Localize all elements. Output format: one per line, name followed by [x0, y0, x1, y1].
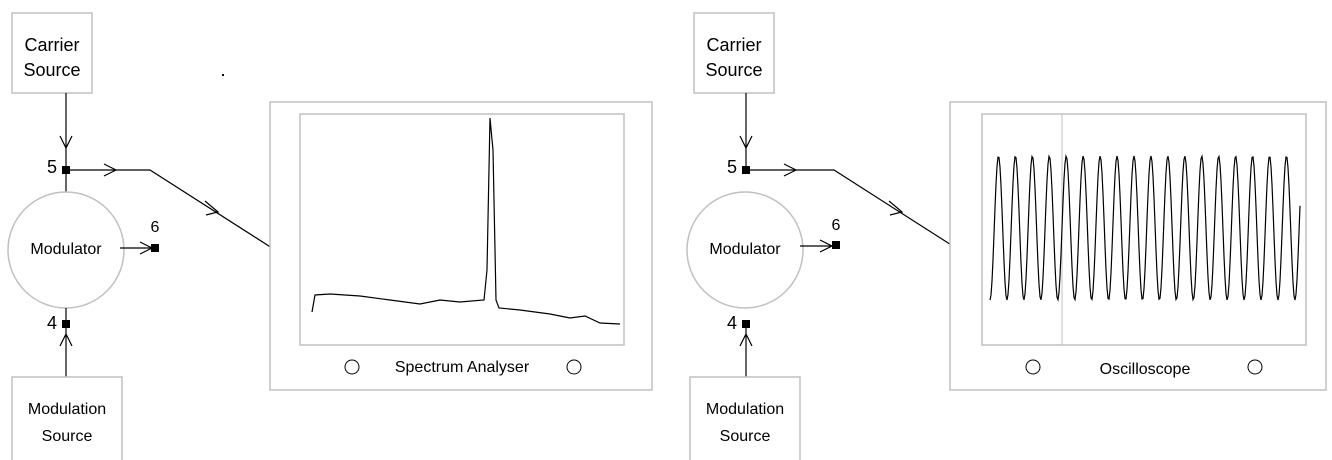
indicator [566, 359, 582, 375]
node [62, 320, 70, 328]
node-label: 4 [727, 313, 737, 333]
carrier-source-label: Source [705, 60, 762, 80]
modulator-label: Modulator [30, 241, 102, 258]
node-label: 5 [47, 157, 57, 177]
wire [746, 163, 957, 249]
panel: Carrier Source 5 Modulator 6 4 Modulatio… [7, 12, 653, 460]
wire [59, 308, 73, 377]
modulation-source-box [689, 376, 801, 460]
screen [299, 113, 625, 346]
modulator [686, 191, 804, 309]
wire [66, 163, 273, 249]
wire [120, 241, 154, 255]
modulator-label: Modulator [709, 241, 781, 258]
spectrum-trace [311, 117, 621, 325]
panel: Carrier Source 5 Modulator 6 4 Modulatio… [686, 12, 1327, 460]
dot [222, 74, 224, 76]
modulation-source-label: Modulation [28, 401, 106, 418]
wire [59, 93, 73, 170]
oscilloscope-trace [989, 153, 1301, 303]
modulation-source-box [11, 376, 123, 460]
node-label: 5 [727, 157, 737, 177]
indicator [1025, 359, 1041, 375]
node-label: 4 [47, 313, 57, 333]
carrier-source-label: Carrier [706, 35, 761, 55]
node-label: 6 [832, 217, 841, 234]
instrument-title: Oscilloscope [1100, 361, 1191, 378]
carrier-source-box [11, 12, 93, 94]
modulation-source-label: Source [42, 428, 93, 445]
node-label: 6 [151, 219, 160, 236]
instrument-title: Spectrum Analyser [395, 359, 530, 376]
indicator [344, 359, 360, 375]
carrier-source-label: Carrier [24, 35, 79, 55]
node [151, 244, 159, 252]
wire [739, 328, 753, 377]
screen [981, 113, 1307, 346]
node [742, 320, 750, 328]
indicator [1247, 359, 1263, 375]
carrier-source-label: Source [23, 60, 80, 80]
wire [800, 239, 834, 253]
node [832, 241, 840, 249]
carrier-source-box [693, 12, 775, 94]
modulation-source-label: Modulation [706, 401, 784, 418]
modulation-source-label: Source [720, 428, 771, 445]
wire [739, 93, 753, 170]
